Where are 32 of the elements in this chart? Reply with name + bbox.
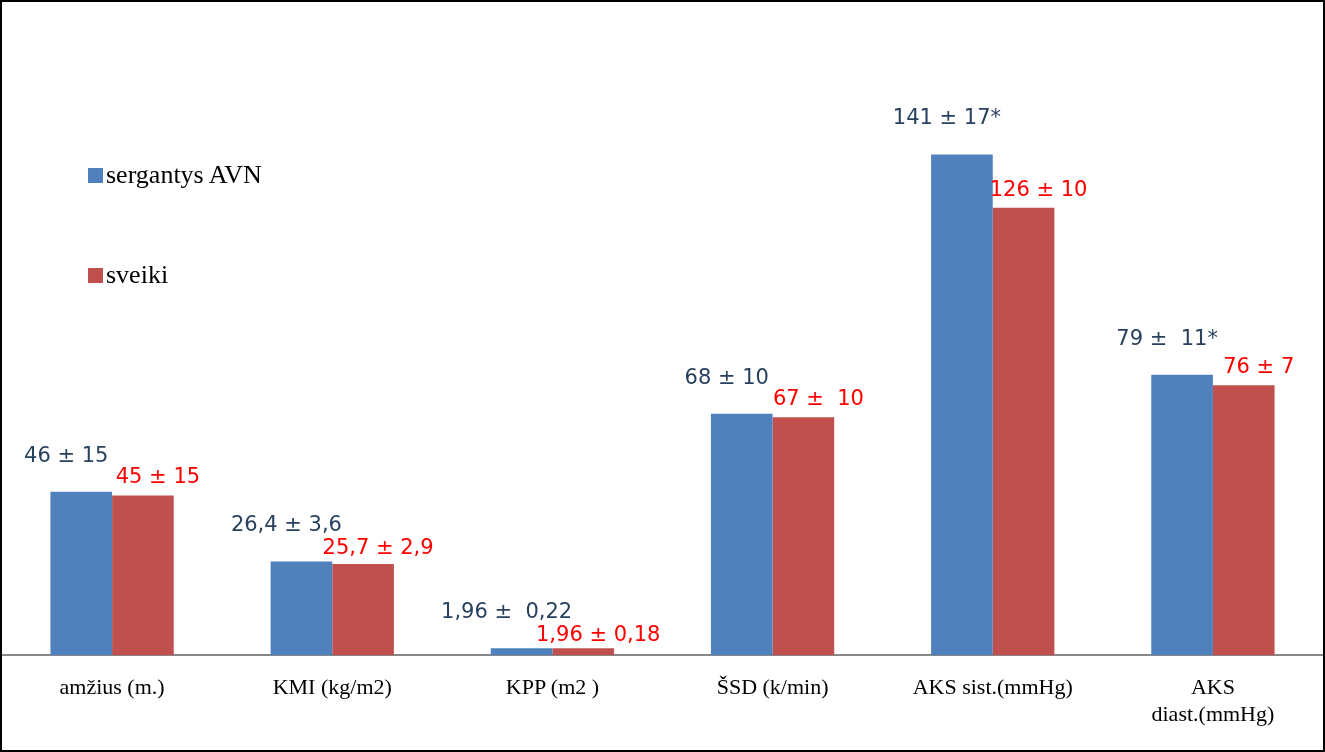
bar [490,648,553,656]
data-label: 25,7 ± 2,9 [322,535,434,560]
data-label: 67 ± 10 [772,386,864,411]
data-label: 68 ± 10 [684,364,769,389]
data-label: 126 ± 10 [989,176,1088,201]
bar [931,154,993,656]
bar [552,648,615,656]
bar [1212,385,1275,656]
data-label: 45 ± 15 [115,464,201,489]
data-label: 76 ± 7 [1223,354,1295,379]
x-tick-label: KMI (kg/m2) [272,674,392,700]
bar [992,207,1055,656]
data-label: 141 ± 17* [892,105,1002,130]
bar [332,563,394,656]
data-label: 1,96 ± 0,18 [536,622,661,647]
x-tick-label: AKS diast.(mmHg) [1151,674,1275,726]
data-label: 79 ± 11* [1116,325,1218,350]
x-tick-label: AKS sist.(mmHg) [912,674,1073,700]
data-label: 1,96 ± 0,22 [441,599,573,624]
bar [772,417,835,656]
bar [112,495,174,656]
bar [50,491,113,656]
data-label: 46 ± 15 [24,442,109,467]
x-tick-label: KPP (m2 ) [505,674,600,700]
x-tick-label: ŠSD (k/min) [716,674,829,700]
x-tick-label: amžius (m.) [59,674,165,700]
bar [270,561,333,656]
bar [710,413,773,656]
bar [1151,374,1213,656]
data-label: 26,4 ± 3,6 [230,512,342,537]
legend-label: sveiki [106,260,169,290]
legend-label: sergantys AVN [106,160,262,190]
